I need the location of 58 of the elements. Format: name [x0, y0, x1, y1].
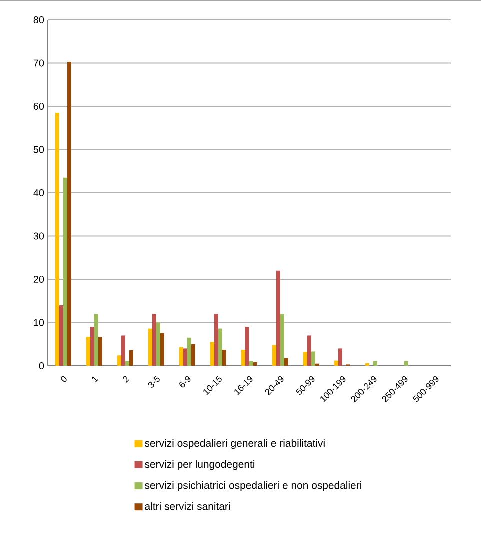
bar [284, 358, 288, 366]
bar [160, 333, 164, 366]
bar [98, 337, 102, 366]
bar [56, 112, 60, 366]
bar [118, 356, 122, 366]
bar [214, 314, 218, 366]
bar [272, 345, 276, 366]
y-tick-label: 0 [39, 362, 44, 370]
legend-label: servizi per lungodegenti [145, 460, 255, 470]
x-tick-label: 1 [92, 376, 99, 383]
y-tick-label: 80 [34, 16, 44, 24]
y-tick-label: 70 [34, 60, 44, 67]
bar [152, 314, 156, 366]
legend-label: servizi psichiatrici ospedalieri e non ospedalieri [145, 481, 362, 492]
bar [188, 338, 192, 366]
legend-label: altri servizi sanitari [145, 502, 230, 510]
x-tick-label: 6-9 [180, 376, 191, 388]
bar [126, 361, 130, 366]
bar [242, 350, 246, 366]
bar [130, 350, 134, 366]
bar [222, 350, 226, 366]
bar [304, 352, 308, 366]
x-tick-label: 3-5 [148, 376, 160, 388]
bar [68, 62, 72, 366]
y-tick-label: 50 [34, 146, 44, 154]
bar [308, 336, 312, 366]
bar [156, 322, 160, 366]
y-tick-label: 30 [34, 232, 44, 240]
bar [64, 178, 68, 366]
bar [250, 361, 254, 366]
bar [122, 336, 126, 366]
bar [86, 337, 90, 366]
bar [374, 361, 378, 366]
bar [338, 348, 342, 366]
bar [148, 328, 152, 366]
bar [60, 305, 64, 366]
bar [94, 314, 98, 366]
y-tick-label: 60 [34, 102, 44, 110]
bar [184, 348, 188, 366]
x-tick-label: 0 [61, 376, 67, 382]
bar [334, 360, 338, 366]
y-tick-label: 40 [34, 189, 44, 197]
x-tick-label: 2 [123, 376, 130, 383]
y-tick-label: 10 [34, 319, 44, 326]
legend-label: servizi ospedalieri generali e riabilitativi [145, 439, 325, 450]
y-tick-label: 20 [34, 276, 44, 284]
bar [404, 361, 408, 366]
bar [254, 362, 258, 366]
bar [366, 363, 370, 366]
bar [312, 352, 316, 366]
bar [210, 342, 214, 366]
bar [276, 270, 280, 366]
bar [280, 314, 284, 366]
bar [180, 347, 184, 366]
bar [218, 328, 222, 366]
bar [192, 344, 196, 366]
bar [90, 327, 94, 366]
bar [246, 327, 250, 366]
